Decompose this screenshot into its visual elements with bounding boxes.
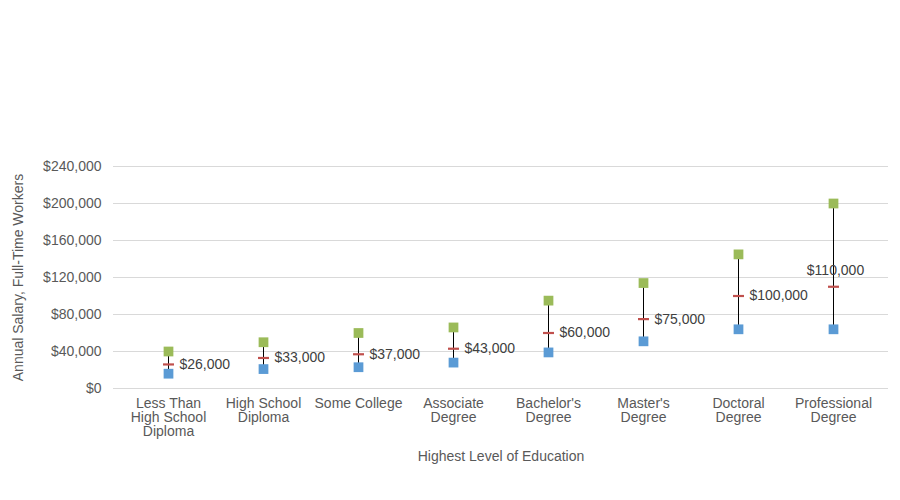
svg-text:$33,000: $33,000	[275, 349, 326, 365]
svg-text:$100,000: $100,000	[750, 287, 809, 303]
svg-text:$200,000: $200,000	[43, 195, 102, 211]
svg-text:$40,000: $40,000	[51, 343, 102, 359]
svg-text:Highest Level of Education: Highest Level of Education	[418, 448, 585, 464]
svg-text:Annual Salary, Full-Time Worke: Annual Salary, Full-Time Workers	[10, 174, 26, 381]
svg-text:AssociateDegree: AssociateDegree	[423, 395, 484, 425]
svg-text:Less ThanHigh SchoolDiploma: Less ThanHigh SchoolDiploma	[131, 395, 207, 439]
svg-text:$240,000: $240,000	[43, 158, 102, 174]
svg-text:$60,000: $60,000	[560, 324, 611, 340]
svg-text:High SchoolDiploma: High SchoolDiploma	[226, 395, 302, 425]
svg-text:ProfessionalDegree: ProfessionalDegree	[795, 395, 872, 425]
svg-text:Bachelor'sDegree: Bachelor'sDegree	[516, 395, 581, 425]
svg-text:Master'sDegree: Master'sDegree	[617, 395, 669, 425]
svg-text:$80,000: $80,000	[51, 306, 102, 322]
svg-text:$75,000: $75,000	[655, 311, 706, 327]
svg-text:$37,000: $37,000	[370, 346, 421, 362]
svg-text:$26,000: $26,000	[180, 356, 231, 372]
svg-text:$43,000: $43,000	[465, 340, 516, 356]
svg-text:DoctoralDegree: DoctoralDegree	[712, 395, 764, 425]
svg-text:$0: $0	[86, 380, 102, 396]
svg-text:$120,000: $120,000	[43, 269, 102, 285]
svg-text:Some College: Some College	[315, 395, 403, 411]
svg-text:$160,000: $160,000	[43, 232, 102, 248]
svg-text:$110,000: $110,000	[807, 262, 865, 278]
